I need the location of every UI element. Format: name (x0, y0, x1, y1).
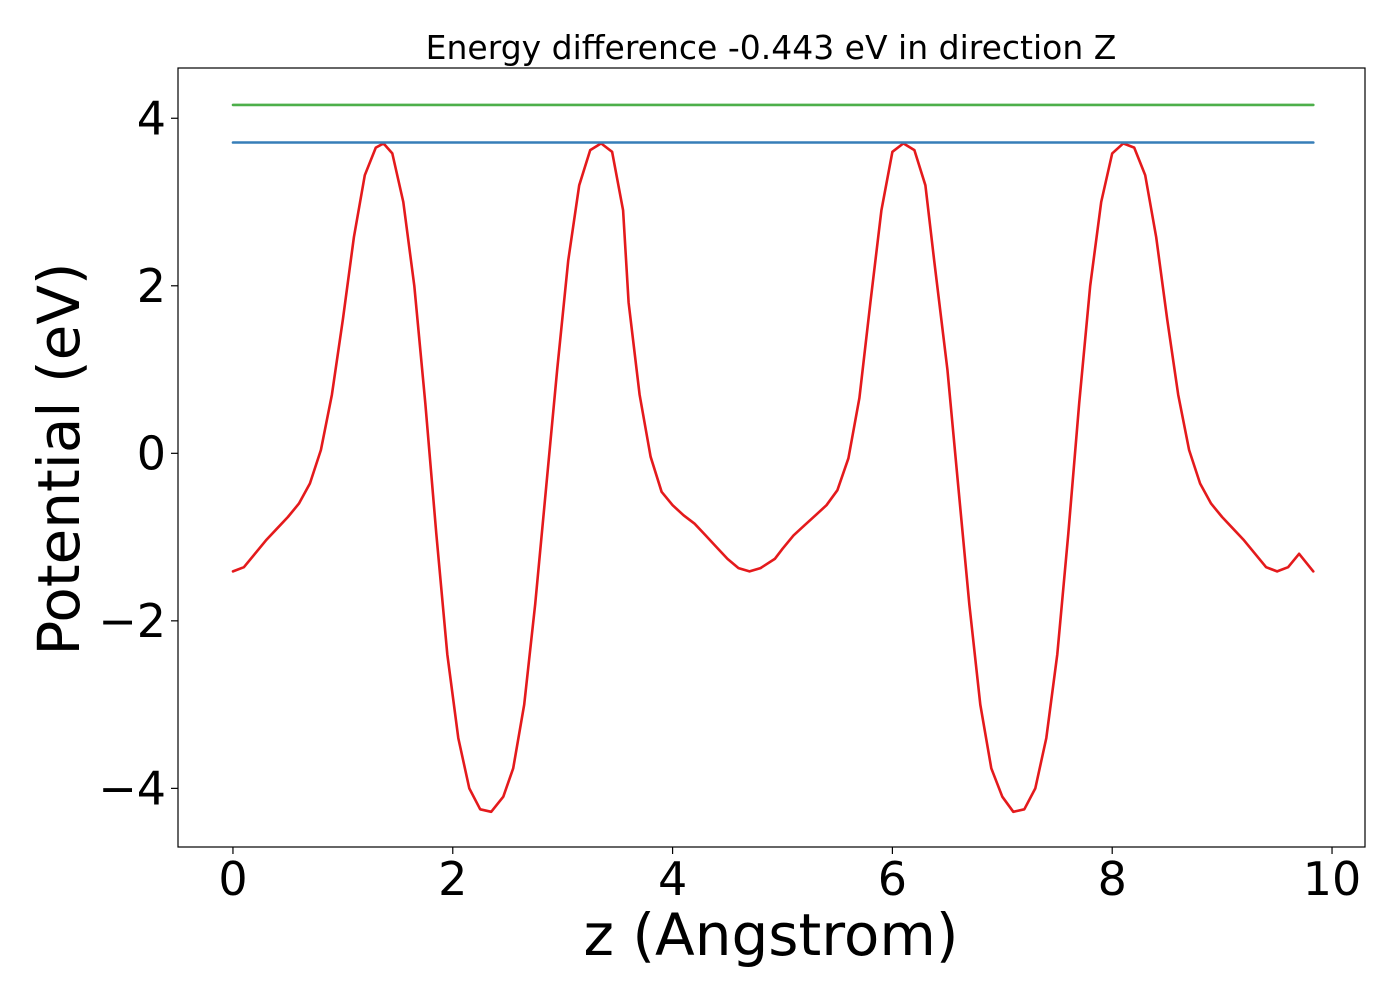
y-tick-label: 2 (137, 259, 166, 313)
x-tick-label: 8 (1098, 852, 1127, 906)
chart-title: Energy difference -0.443 eV in direction… (426, 28, 1117, 67)
x-tick-label: 2 (438, 852, 467, 906)
x-axis-label: z (Angstrom) (584, 901, 959, 969)
y-tick-label: −2 (98, 594, 166, 648)
x-tick-label: 4 (658, 852, 687, 906)
y-axis-label: Potential (eV) (25, 262, 93, 655)
series-layer (231, 103, 1315, 814)
x-tick-label: 10 (1303, 852, 1362, 906)
ticks-layer: 0 2 4 6 8 10 −4 −2 0 2 4 (98, 91, 1361, 906)
series-line-1 (231, 142, 1315, 814)
x-tick-label: 0 (218, 852, 247, 906)
y-tick-label: −4 (98, 761, 166, 815)
x-tick-label: 6 (878, 852, 907, 906)
y-tick-label: 0 (137, 426, 166, 480)
y-tick-label: 4 (137, 91, 166, 145)
plot-area-frame (177, 67, 1366, 848)
